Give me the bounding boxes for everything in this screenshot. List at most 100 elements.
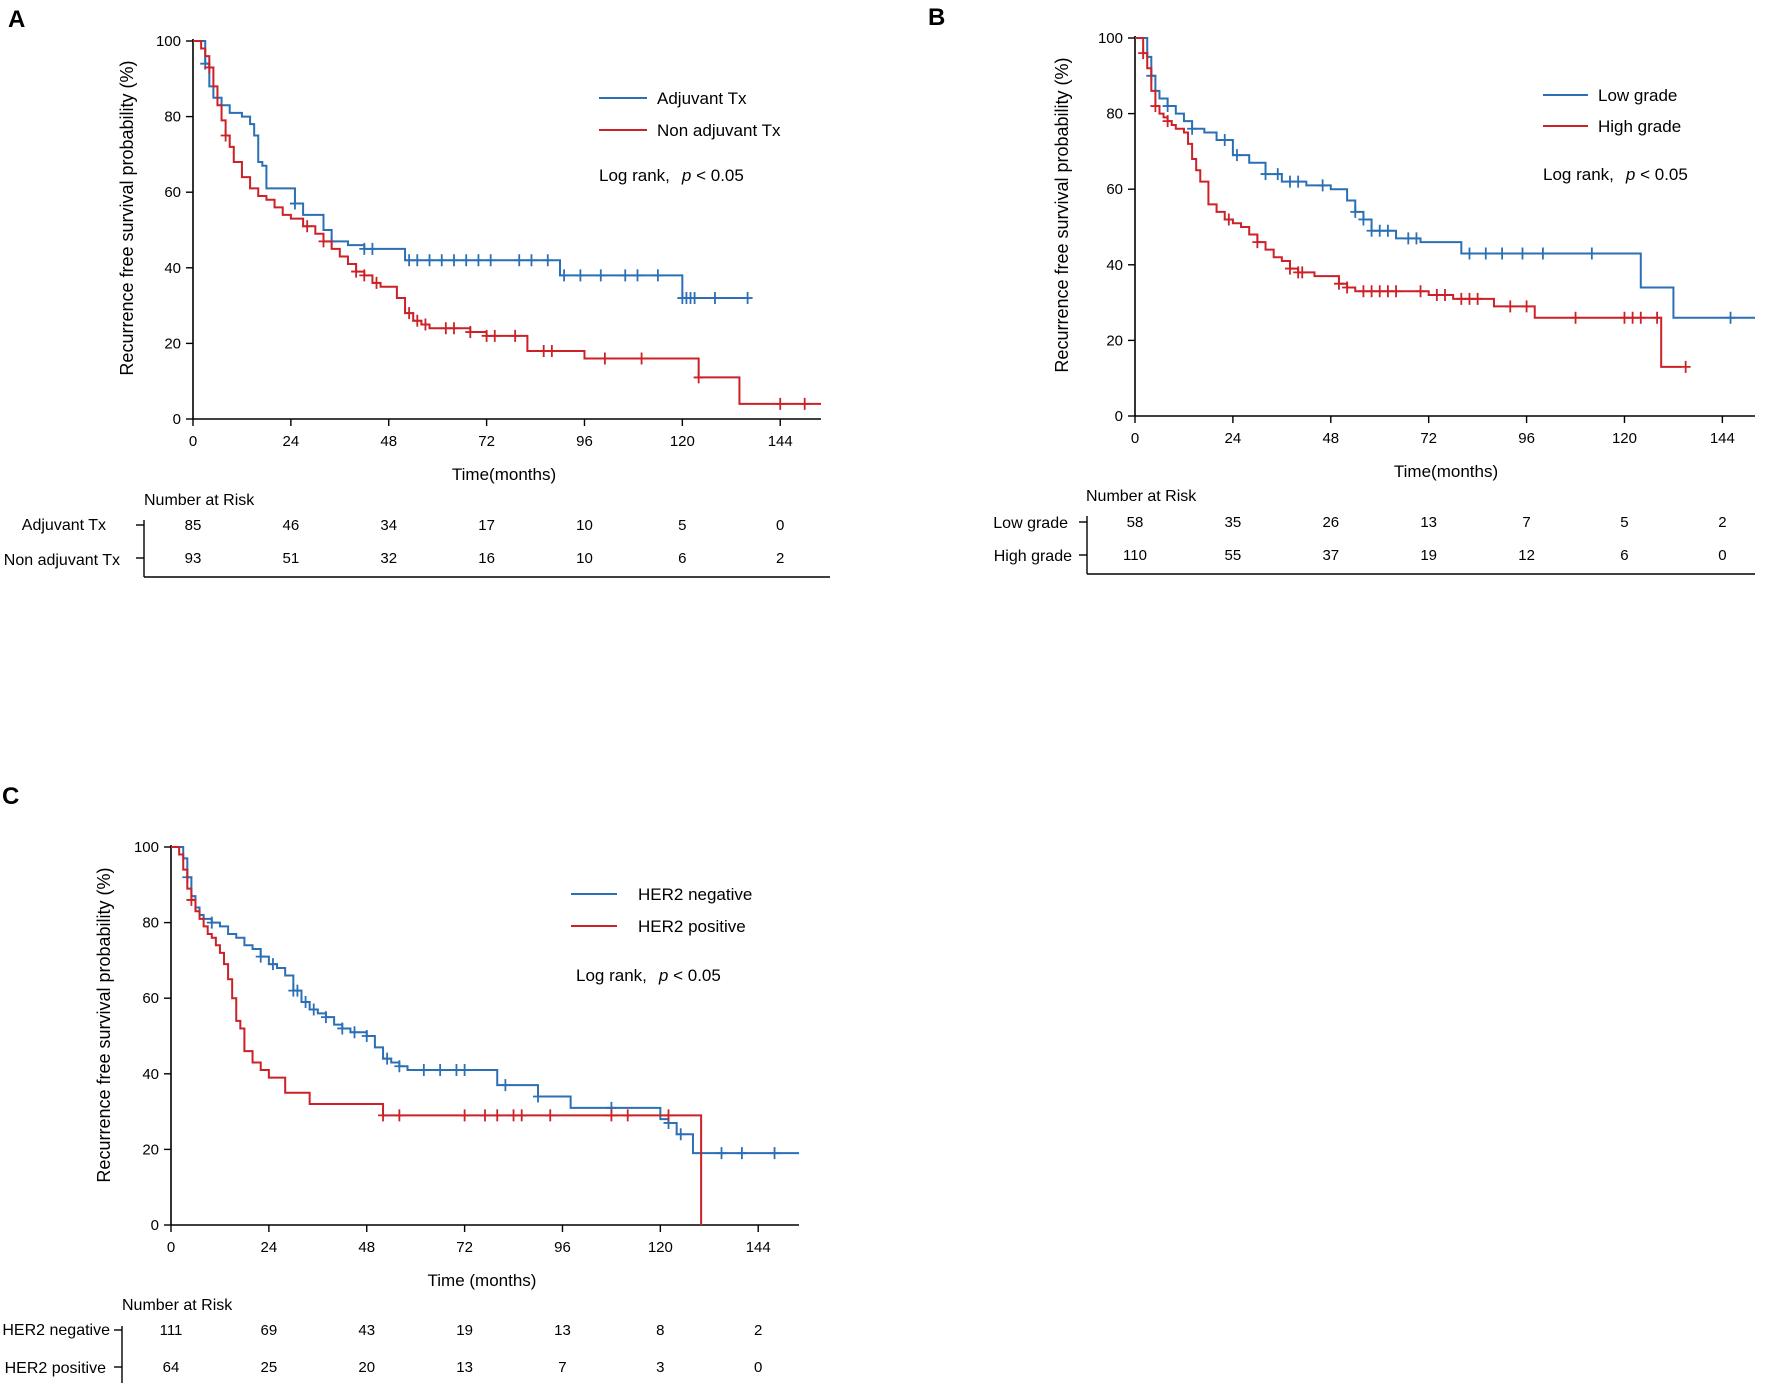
panel-b-ylabel: Recurrence free survival probability (%) [1052,57,1072,372]
censor-mark [480,1109,490,1122]
censor-mark [424,254,435,267]
x-tick-label: 48 [1322,430,1339,447]
x-tick-label: 72 [478,433,495,450]
censor-mark [1505,300,1516,313]
censor-mark [1382,224,1393,237]
x-tick-label: 144 [768,433,793,450]
censor-mark [1223,213,1234,226]
y-tick-label: 0 [173,411,181,428]
risk-count: 51 [283,550,300,567]
censor-mark [420,318,431,331]
x-tick-label: 24 [261,1239,278,1256]
censor-mark [206,916,217,929]
censor-mark [1521,300,1532,313]
risk-count: 2 [754,1322,762,1339]
censor-mark [378,1109,389,1122]
censor-mark [351,265,362,278]
censor-mark [302,220,313,233]
legend-label-low-grade: Low grade [1598,86,1677,105]
logrank-p: p [658,966,668,985]
censor-mark [473,254,484,267]
censor-mark [186,893,197,906]
y-tick-label: 100 [156,33,181,50]
censor-mark [1342,281,1353,294]
censor-mark [799,397,810,410]
censor-mark [367,242,378,255]
risk-count: 19 [1420,547,1437,564]
censor-mark [1537,247,1548,260]
censor-mark [1472,292,1483,305]
risk-count: 69 [261,1322,278,1339]
risk-count: 93 [185,550,202,567]
censor-mark [1138,47,1149,60]
censor-mark [412,254,423,267]
logrank-p: p [1625,165,1635,184]
risk-count: 5 [1620,514,1628,531]
risk-count: 13 [554,1322,571,1339]
censor-mark [448,254,459,267]
risk-count: 0 [776,517,784,534]
panel-a-logrank: Log rank, p < 0.05 [599,166,744,185]
risk-count: 25 [261,1359,278,1376]
logrank-prefix: Log rank, [599,166,670,185]
risk-count: 110 [1123,547,1147,564]
x-tick-label: 120 [648,1239,673,1256]
panel-a: A Recurrence free survival probability (… [4,6,830,578]
risk-count: 58 [1127,514,1144,531]
censor-mark [1415,285,1426,298]
censor-mark [1162,115,1173,128]
logrank-p: p [681,166,691,185]
censor-mark [1187,122,1198,135]
censor-mark [1725,311,1736,324]
y-tick-label: 40 [164,260,181,277]
panel-b-risk-label-1: Low grade [993,515,1068,532]
censor-mark [459,1064,470,1077]
risk-count: 34 [380,517,397,534]
x-tick-label: 0 [1131,430,1139,447]
risk-count: 13 [1420,514,1437,531]
censor-mark [1680,360,1691,373]
censor-mark [1333,277,1344,290]
censor-mark [1293,175,1304,188]
censor-mark [533,1090,544,1103]
y-tick-label: 0 [151,1217,159,1234]
censor-mark [1635,311,1646,324]
censor-mark [1391,285,1402,298]
censor-mark [775,397,786,410]
legend-label-non-adjuvant: Non adjuvant Tx [657,121,781,140]
censor-mark [652,269,663,282]
logrank-suffix: < 0.05 [691,166,743,185]
legend-label-high-grade: High grade [1598,117,1681,136]
x-tick-label: 120 [1612,430,1637,447]
risk-count: 13 [456,1359,473,1376]
y-tick-label: 100 [134,839,159,856]
censor-mark [1358,213,1369,226]
panel-a-xlabel: Time(months) [452,465,556,484]
censor-mark [675,1128,686,1141]
censor-mark [742,292,753,305]
censor-mark [1586,247,1597,260]
censor-mark [1411,232,1422,245]
x-tick-label: 48 [380,433,397,450]
x-tick-label: 144 [1710,430,1735,447]
censor-mark [337,1022,348,1035]
logrank-suffix: < 0.05 [1635,165,1687,184]
censor-mark [436,254,447,267]
censor-mark [1231,149,1242,162]
censor-mark [693,371,704,384]
y-tick-label: 60 [142,990,159,1007]
logrank-prefix: Log rank, [1543,165,1614,184]
y-tick-label: 80 [164,109,181,126]
censor-mark [545,1109,556,1122]
legend-label-her2-positive: HER2 positive [638,917,746,936]
censor-mark [1252,236,1263,249]
survival-curve-group-2 [171,846,703,1225]
y-tick-label: 60 [164,184,181,201]
censor-mark [514,254,525,267]
panel-c-risk-title: Number at Risk [122,1297,233,1314]
censor-mark [292,984,303,997]
risk-count: 2 [1718,514,1726,531]
censor-mark [382,1052,393,1065]
risk-count: 10 [576,550,593,567]
